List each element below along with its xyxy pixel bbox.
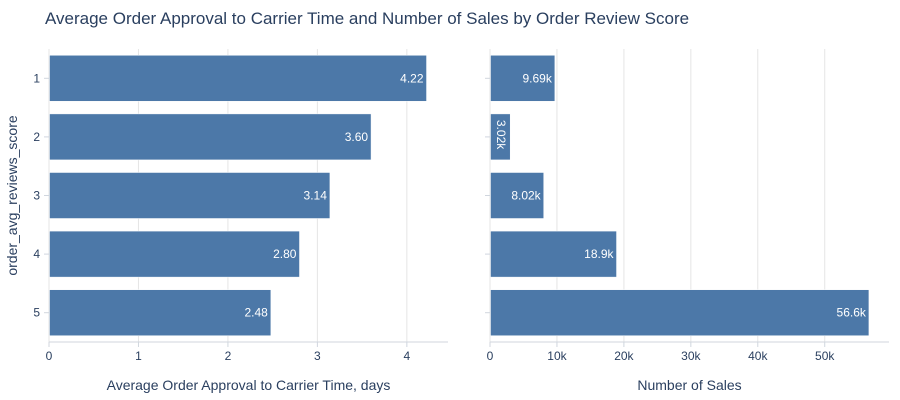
bar (49, 289, 272, 336)
bar (49, 55, 427, 102)
data-label: 56.6k (837, 306, 867, 320)
data-label: 9.69k (523, 71, 553, 85)
bar (49, 113, 372, 161)
y-tick-label: 3 (33, 189, 40, 203)
bar (490, 172, 544, 219)
bar (490, 55, 556, 102)
x-tick-label: 20k (614, 349, 634, 363)
x-tick-label: 10k (547, 349, 567, 363)
bar (490, 113, 511, 161)
data-label: 4.22 (400, 71, 424, 85)
panel-1: 0 1 2 3 4 1 4.22 2 3.60 3 3.14 4 2.80 5 2.48 Average Or… (4, 49, 448, 393)
x-tick-label: 0 (46, 349, 53, 363)
x-tick-label: 30k (681, 349, 701, 363)
y-tick-label: 5 (33, 306, 40, 320)
x-tick-label: 4 (404, 349, 411, 363)
x-tick-label: 40k (748, 349, 768, 363)
y-axis-title: order_avg_reviews_score (4, 115, 20, 276)
data-label: 18.9k (584, 247, 614, 261)
y-tick-label: 1 (33, 71, 40, 85)
x-axis-title: Average Order Approval to Carrier Time, … (107, 377, 391, 393)
x-tick-label: 1 (135, 349, 142, 363)
x-tick-label: 0 (487, 349, 494, 363)
chart-title: Average Order Approval to Carrier Time a… (45, 9, 690, 28)
panel-2: 0 10k 20k 30k 40k 50k 9.69k 3.02k 8.02k 18.9k 56.6… (485, 49, 889, 393)
x-tick-label: 3 (314, 349, 321, 363)
data-label: 3.60 (345, 130, 369, 144)
y-tick-label: 4 (33, 247, 40, 261)
data-label: 3.14 (304, 189, 328, 203)
x-tick-label: 50k (815, 349, 835, 363)
bar (49, 230, 300, 278)
bar (49, 172, 331, 219)
bar (490, 289, 870, 336)
bar (490, 230, 617, 278)
y-tick-label: 2 (33, 130, 40, 144)
data-label: 8.02k (511, 189, 541, 203)
x-axis-title: Number of Sales (637, 377, 741, 393)
data-label: 3.02k (494, 120, 508, 150)
data-label: 2.48 (245, 306, 269, 320)
x-tick-label: 2 (225, 349, 232, 363)
data-label: 2.80 (273, 247, 297, 261)
